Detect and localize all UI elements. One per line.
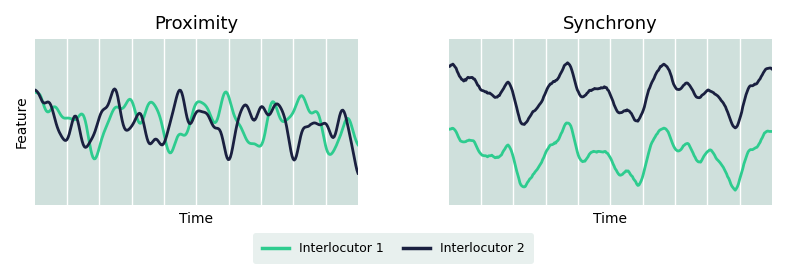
Y-axis label: Feature: Feature — [15, 96, 29, 148]
Legend: Interlocutor 1, Interlocutor 2: Interlocutor 1, Interlocutor 2 — [253, 233, 534, 264]
Title: Proximity: Proximity — [154, 15, 238, 33]
X-axis label: Time: Time — [593, 212, 627, 226]
Title: Synchrony: Synchrony — [563, 15, 658, 33]
X-axis label: Time: Time — [179, 212, 213, 226]
